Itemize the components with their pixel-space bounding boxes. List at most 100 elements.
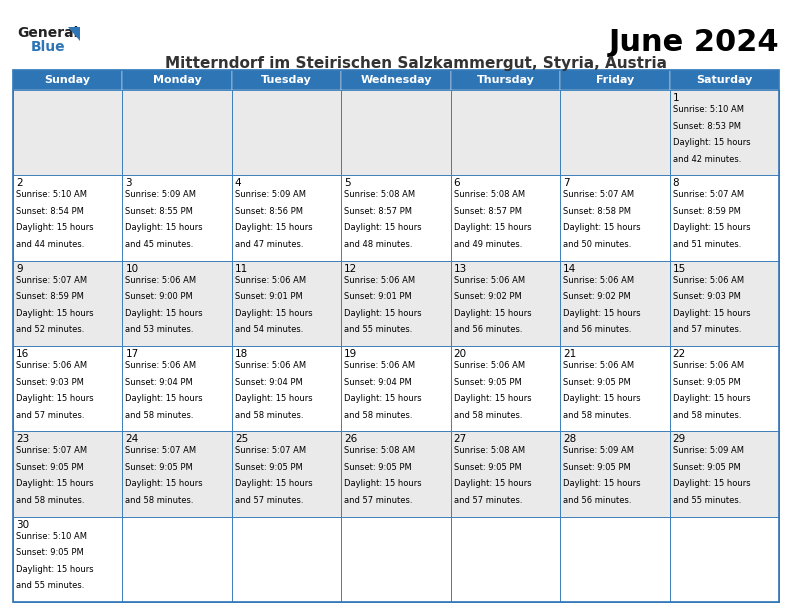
Text: 2: 2 [16,178,23,188]
Bar [560,70,669,90]
Text: Tuesday: Tuesday [261,75,312,85]
Text: 24: 24 [125,435,139,444]
Text: Sunrise: 5:08 AM: Sunrise: 5:08 AM [345,446,416,455]
Text: and 58 minutes.: and 58 minutes. [454,411,522,419]
Text: and 54 minutes.: and 54 minutes. [235,325,303,334]
Bar [123,261,232,346]
Text: Blue: Blue [31,40,66,54]
Text: Sunrise: 5:08 AM: Sunrise: 5:08 AM [454,446,525,455]
Text: Friday: Friday [596,75,634,85]
Text: Sunset: 9:01 PM: Sunset: 9:01 PM [235,292,303,301]
Text: and 58 minutes.: and 58 minutes. [672,411,741,419]
Text: Sunset: 8:57 PM: Sunset: 8:57 PM [345,207,413,216]
Bar [560,175,669,261]
Text: Sunset: 9:05 PM: Sunset: 9:05 PM [454,463,521,472]
Text: 14: 14 [563,264,577,274]
Text: and 57 minutes.: and 57 minutes. [672,325,741,334]
Text: Sunrise: 5:06 AM: Sunrise: 5:06 AM [345,275,416,285]
Text: and 58 minutes.: and 58 minutes. [125,496,194,505]
Text: Sunset: 9:05 PM: Sunset: 9:05 PM [16,463,84,472]
Text: and 58 minutes.: and 58 minutes. [345,411,413,419]
Bar [123,175,232,261]
Bar [451,431,560,517]
Text: Sunset: 8:59 PM: Sunset: 8:59 PM [16,292,84,301]
Text: Sunset: 9:01 PM: Sunset: 9:01 PM [345,292,412,301]
Bar [669,261,779,346]
Bar [232,431,341,517]
Text: Daylight: 15 hours: Daylight: 15 hours [672,308,750,318]
Text: Daylight: 15 hours: Daylight: 15 hours [235,308,313,318]
Bar [13,175,123,261]
Bar [669,517,779,602]
Text: and 58 minutes.: and 58 minutes. [16,496,85,505]
Text: Sunset: 9:04 PM: Sunset: 9:04 PM [125,378,193,387]
Bar [13,70,123,90]
Text: Sunrise: 5:06 AM: Sunrise: 5:06 AM [563,275,634,285]
Text: Sunrise: 5:06 AM: Sunrise: 5:06 AM [235,275,306,285]
Text: Daylight: 15 hours: Daylight: 15 hours [125,394,203,403]
Text: 4: 4 [235,178,242,188]
Text: Sunrise: 5:06 AM: Sunrise: 5:06 AM [125,361,196,370]
Text: Daylight: 15 hours: Daylight: 15 hours [454,308,531,318]
Text: 20: 20 [454,349,466,359]
Text: 17: 17 [125,349,139,359]
Text: Sunrise: 5:10 AM: Sunrise: 5:10 AM [672,105,744,114]
Text: Daylight: 15 hours: Daylight: 15 hours [125,479,203,488]
Text: Sunrise: 5:06 AM: Sunrise: 5:06 AM [454,275,525,285]
Text: Sunset: 8:58 PM: Sunset: 8:58 PM [563,207,631,216]
Text: Sunset: 8:59 PM: Sunset: 8:59 PM [672,207,741,216]
Text: Sunrise: 5:06 AM: Sunrise: 5:06 AM [125,275,196,285]
Text: Daylight: 15 hours: Daylight: 15 hours [454,479,531,488]
Text: Sunrise: 5:10 AM: Sunrise: 5:10 AM [16,190,87,200]
Bar [232,90,341,175]
Text: General: General [17,26,78,40]
Text: 8: 8 [672,178,680,188]
Bar [669,70,779,90]
Text: and 45 minutes.: and 45 minutes. [125,240,194,249]
Text: and 56 minutes.: and 56 minutes. [563,325,632,334]
Text: Sunset: 8:54 PM: Sunset: 8:54 PM [16,207,84,216]
Text: and 47 minutes.: and 47 minutes. [235,240,303,249]
Bar [341,90,451,175]
Bar [341,261,451,346]
Text: Sunrise: 5:07 AM: Sunrise: 5:07 AM [125,446,196,455]
Text: Sunrise: 5:07 AM: Sunrise: 5:07 AM [672,190,744,200]
Text: Sunrise: 5:06 AM: Sunrise: 5:06 AM [235,361,306,370]
Bar [13,346,123,431]
Polygon shape [68,27,80,41]
Bar [341,175,451,261]
Text: Daylight: 15 hours: Daylight: 15 hours [16,479,93,488]
Text: Sunset: 9:04 PM: Sunset: 9:04 PM [345,378,412,387]
Text: Sunset: 9:05 PM: Sunset: 9:05 PM [672,463,741,472]
Text: and 57 minutes.: and 57 minutes. [454,496,522,505]
Bar [232,70,341,90]
Bar [232,175,341,261]
Text: 5: 5 [345,178,351,188]
Bar [560,90,669,175]
Text: Daylight: 15 hours: Daylight: 15 hours [345,479,422,488]
Text: and 55 minutes.: and 55 minutes. [672,496,741,505]
Text: Sunrise: 5:10 AM: Sunrise: 5:10 AM [16,532,87,540]
Text: Daylight: 15 hours: Daylight: 15 hours [16,394,93,403]
Text: Sunrise: 5:07 AM: Sunrise: 5:07 AM [235,446,306,455]
Text: 16: 16 [16,349,29,359]
Text: Sunset: 9:02 PM: Sunset: 9:02 PM [563,292,631,301]
Text: 1: 1 [672,93,680,103]
Text: Sunset: 8:55 PM: Sunset: 8:55 PM [125,207,193,216]
Text: and 55 minutes.: and 55 minutes. [345,325,413,334]
Text: and 42 minutes.: and 42 minutes. [672,154,741,163]
Text: Sunset: 9:05 PM: Sunset: 9:05 PM [563,378,631,387]
Text: 28: 28 [563,435,577,444]
Text: Daylight: 15 hours: Daylight: 15 hours [672,138,750,147]
Text: Daylight: 15 hours: Daylight: 15 hours [563,479,641,488]
Text: Daylight: 15 hours: Daylight: 15 hours [235,479,313,488]
Text: Daylight: 15 hours: Daylight: 15 hours [454,223,531,233]
Text: 15: 15 [672,264,686,274]
Text: 27: 27 [454,435,467,444]
Text: Sunset: 9:05 PM: Sunset: 9:05 PM [235,463,303,472]
Text: Sunset: 8:56 PM: Sunset: 8:56 PM [235,207,303,216]
Text: 10: 10 [125,264,139,274]
Text: Sunset: 9:02 PM: Sunset: 9:02 PM [454,292,521,301]
Text: Monday: Monday [153,75,201,85]
Text: and 57 minutes.: and 57 minutes. [345,496,413,505]
